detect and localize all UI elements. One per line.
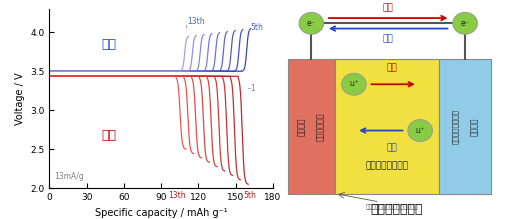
Circle shape: [453, 12, 477, 34]
Text: （負極）: （負極）: [297, 117, 306, 136]
Text: 13th: 13th: [187, 17, 205, 26]
Text: 5th: 5th: [243, 191, 256, 200]
Bar: [439, 59, 491, 194]
Text: 1: 1: [249, 84, 255, 93]
Circle shape: [408, 120, 433, 141]
Text: e⁻: e⁻: [461, 19, 470, 28]
Bar: [288, 59, 335, 194]
Text: 充電: 充電: [383, 35, 394, 44]
Text: 放電: 放電: [386, 63, 397, 72]
X-axis label: Specific capacity / mAh g⁻¹: Specific capacity / mAh g⁻¹: [95, 208, 228, 218]
Text: 13th: 13th: [168, 191, 186, 200]
Text: 充電: 充電: [386, 143, 397, 152]
Text: 充電: 充電: [101, 38, 116, 51]
Text: 放電: 放電: [383, 3, 394, 12]
Text: 有機電解液含有ポリマーフィルム: 有機電解液含有ポリマーフィルム: [366, 204, 418, 210]
Text: Li⁺: Li⁺: [349, 81, 359, 87]
Circle shape: [342, 73, 366, 95]
Text: e⁻: e⁻: [307, 19, 316, 28]
Text: Li⁺: Li⁺: [415, 127, 425, 134]
Circle shape: [299, 12, 323, 34]
Text: リン酸鉄リチウム: リン酸鉄リチウム: [452, 109, 459, 144]
Text: 13mA/g: 13mA/g: [55, 172, 84, 181]
Text: セラミック電解質: セラミック電解質: [366, 162, 409, 171]
Text: （正極）: （正極）: [470, 117, 479, 136]
Text: リチウム金属: リチウム金属: [316, 112, 326, 141]
Text: 放電: 放電: [101, 129, 116, 142]
Bar: [335, 59, 439, 194]
Text: テストセル構造: テストセル構造: [370, 203, 423, 216]
Text: 5th: 5th: [250, 23, 263, 32]
Y-axis label: Voltage / V: Voltage / V: [15, 72, 24, 125]
